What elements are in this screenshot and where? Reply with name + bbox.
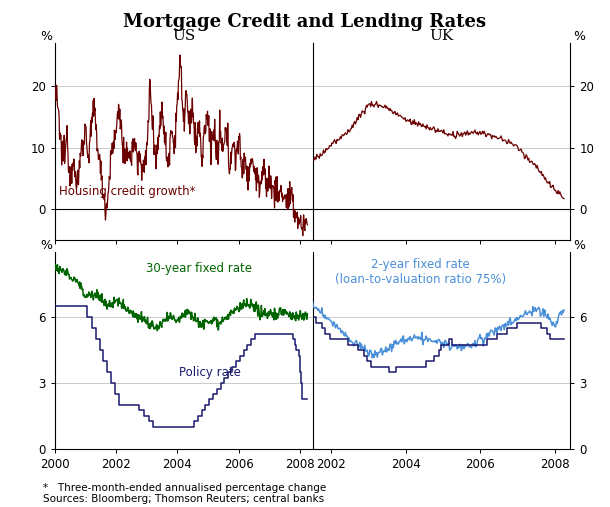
Text: 2-year fixed rate
(loan-to-valuation ratio 75%): 2-year fixed rate (loan-to-valuation rat… [336,258,506,286]
Text: Policy rate: Policy rate [179,366,240,379]
Text: Housing credit growth*: Housing credit growth* [59,185,195,198]
Text: %: % [40,30,52,43]
Text: 30-year fixed rate: 30-year fixed rate [146,262,252,275]
Text: Sources: Bloomberg; Thomson Reuters; central banks: Sources: Bloomberg; Thomson Reuters; cen… [43,494,324,504]
Text: Mortgage Credit and Lending Rates: Mortgage Credit and Lending Rates [123,13,487,31]
Text: %: % [573,239,585,252]
Text: %: % [573,30,585,43]
Text: UK: UK [429,29,454,43]
Text: %: % [40,239,52,252]
Text: *   Three-month-ended annualised percentage change: * Three-month-ended annualised percentag… [43,483,326,493]
Text: US: US [172,29,195,43]
